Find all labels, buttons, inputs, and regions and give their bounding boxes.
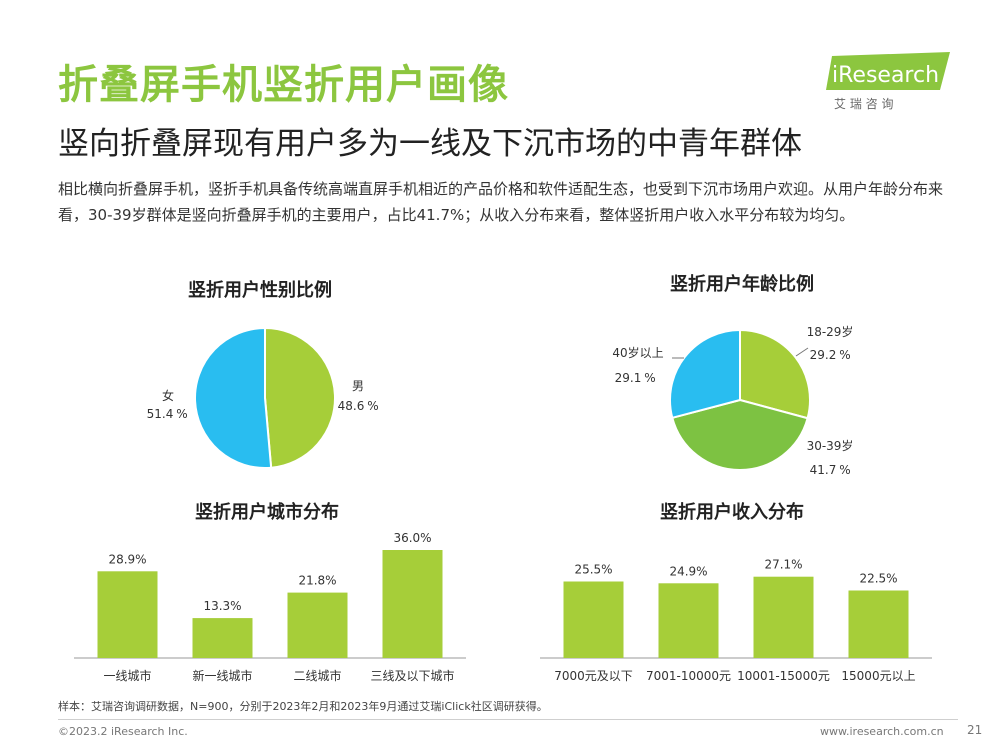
age-pie-chart: 18-29岁 29.2 % 40岁以上 29.1 % 30-39岁 41.7 % (612, 324, 854, 477)
city-value-label-1: 13.3% (203, 599, 241, 613)
city-bar-1 (192, 618, 253, 658)
description-paragraph: 相比横向折叠屏手机，竖折手机具备传统高端直屏手机相近的产品价格和软件适配生态，也… (58, 180, 944, 224)
income-bar-0 (563, 581, 624, 658)
income-category-label-1: 7001-10000元 (646, 669, 731, 683)
city-chart-title: 竖折用户城市分布 (195, 502, 339, 523)
gender-label-female-unit: % (176, 407, 187, 421)
age-label-40plus-unit: % (644, 371, 655, 385)
logo-swoosh (826, 52, 950, 90)
gender-pie-chart: 女 51.4 % 男 48.6 % (147, 326, 379, 469)
age-label-18-29-name: 18-29岁 (807, 324, 854, 339)
city-value-label-2: 21.8% (298, 574, 336, 588)
income-category-label-2: 10001-15000元 (737, 669, 830, 683)
income-bars: 25.5% 7000元及以下 24.9% 7001-10000元 27.1% 10001-… (540, 558, 932, 683)
age-pie-slices (669, 328, 811, 471)
income-bar-chart: 25.5% 7000元及以下 24.9% 7001-10000元 27.1% 10001-… (540, 558, 932, 683)
age-chart-title: 竖折用户年龄比例 (670, 274, 814, 295)
income-bar-3 (848, 590, 909, 658)
income-category-label-0: 7000元及以下 (554, 669, 633, 683)
income-value-label-3: 22.5% (859, 572, 897, 586)
city-bar-2 (287, 592, 348, 658)
gender-label-male-unit: % (367, 399, 378, 413)
income-chart-title: 竖折用户收入分布 (660, 502, 804, 523)
city-category-label-0: 一线城市 (103, 668, 151, 683)
logo-sub-text: 艾 瑞 咨 询 (834, 96, 893, 111)
age-slice-2 (669, 328, 741, 420)
city-bar-chart: 28.9% 一线城市 13.3% 新一线城市 21.8% 二线城市 36.0% 三线及以下城市 (74, 531, 466, 683)
income-value-label-1: 24.9% (669, 564, 707, 578)
age-label-18-29-value: 29.2 (810, 348, 837, 362)
income-category-label-3: 15000元以上 (841, 669, 915, 683)
gender-label-male-value: 48.6 (338, 399, 365, 413)
income-value-label-0: 25.5% (574, 563, 612, 577)
age-label-30-39-value: 41.7 (810, 463, 837, 477)
gender-chart-title: 竖折用户性别比例 (188, 280, 332, 301)
page-subtitle: 竖向折叠屏现有用户多为一线及下沉市场的中青年群体 (58, 126, 802, 162)
iresearch-logo: iResearch 艾 瑞 咨 询 (826, 52, 950, 111)
age-label-40plus-name: 40岁以上 (612, 345, 663, 360)
city-bar-0 (97, 571, 158, 658)
logo-brand-text: iResearch (832, 63, 939, 88)
page-number: 21 (967, 723, 983, 737)
city-category-label-1: 新一线城市 (192, 668, 252, 683)
income-bar-2 (753, 576, 814, 658)
age-label-30-39-unit: % (839, 463, 850, 477)
age-leader-line-18-29 (795, 347, 809, 357)
gender-label-female-value: 51.4 (147, 407, 174, 421)
income-value-label-2: 27.1% (764, 558, 802, 572)
page-title: 折叠屏手机竖折用户画像 (58, 62, 509, 108)
income-bar-1 (658, 583, 719, 658)
city-bar-3 (382, 550, 443, 658)
city-bars: 28.9% 一线城市 13.3% 新一线城市 21.8% 二线城市 36.0% 三线及以下城市 (74, 531, 466, 683)
city-category-label-3: 三线及以下城市 (370, 668, 454, 683)
gender-label-female-name: 女 (162, 388, 174, 403)
age-label-30-39-name: 30-39岁 (807, 438, 854, 453)
city-category-label-2: 二线城市 (293, 668, 341, 683)
age-slice-1 (671, 398, 809, 471)
gender-slice-0 (264, 326, 336, 469)
age-slice-0 (739, 328, 811, 420)
city-value-label-0: 28.9% (108, 552, 146, 566)
footer-website-link[interactable]: www.iresearch.com.cn (820, 725, 944, 738)
gender-label-male-name: 男 (352, 379, 364, 393)
age-label-18-29-unit: % (839, 348, 850, 362)
city-value-label-3: 36.0% (393, 531, 431, 545)
gender-slice-1 (193, 326, 273, 469)
gender-pie-slices (193, 326, 336, 469)
footer-divider (58, 719, 958, 720)
footer-copyright: ©2023.2 iResearch Inc. (58, 725, 188, 738)
age-label-40plus-value: 29.1 (615, 371, 642, 385)
footer-source-note: 样本：艾瑞咨询调研数据，N=900，分别于2023年2月和2023年9月通过艾瑞… (58, 700, 548, 713)
